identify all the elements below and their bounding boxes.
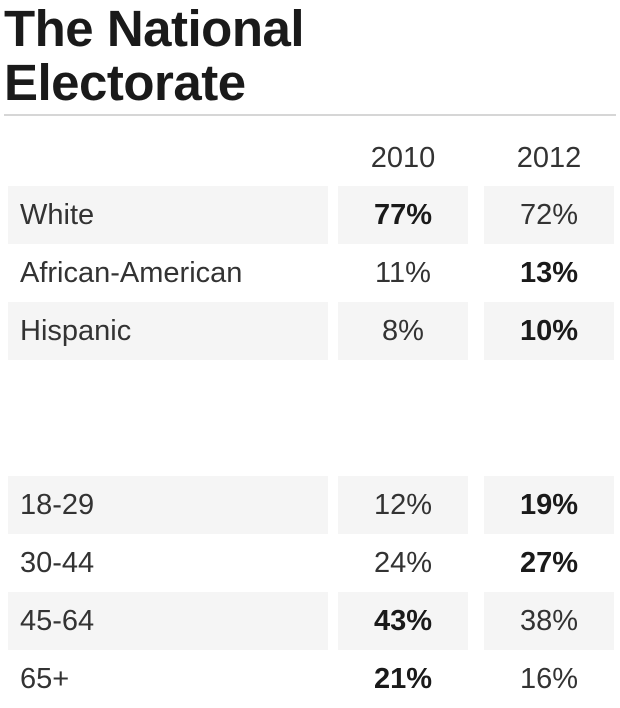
value-cell-2010: 11% [375, 257, 431, 289]
value-cell-2010: 77% [338, 186, 468, 244]
row-label: Hispanic [8, 302, 328, 360]
value-cell-2010: 8% [338, 302, 468, 360]
value-cell-2010: 24% [373, 547, 433, 579]
value-cell-2010: 43% [338, 592, 468, 650]
value-cell-2012: 10% [484, 302, 614, 360]
value-cell-2010: 21% [373, 663, 433, 695]
row-label: 30-44 [20, 547, 95, 579]
row-label: 18-29 [8, 476, 328, 534]
row-label: 45-64 [8, 592, 328, 650]
row-label: 65+ [20, 663, 70, 695]
value-cell-2012: 16% [519, 663, 579, 695]
column-header-2012: 2012 [516, 142, 582, 174]
value-cell-2012: 27% [519, 547, 579, 579]
value-cell-2012: 38% [484, 592, 614, 650]
column-header-2010: 2010 [370, 142, 436, 174]
value-cell-2012: 72% [484, 186, 614, 244]
row-label: African-American [20, 257, 243, 289]
value-cell-2012: 13% [519, 257, 579, 289]
value-cell-2012: 19% [484, 476, 614, 534]
value-cell-2010: 12% [338, 476, 468, 534]
row-label: White [8, 186, 328, 244]
page-title: The National Electorate [4, 0, 305, 111]
title-line-2: Electorate [4, 54, 246, 111]
title-divider [4, 114, 616, 116]
title-line-1: The National [4, 0, 305, 57]
